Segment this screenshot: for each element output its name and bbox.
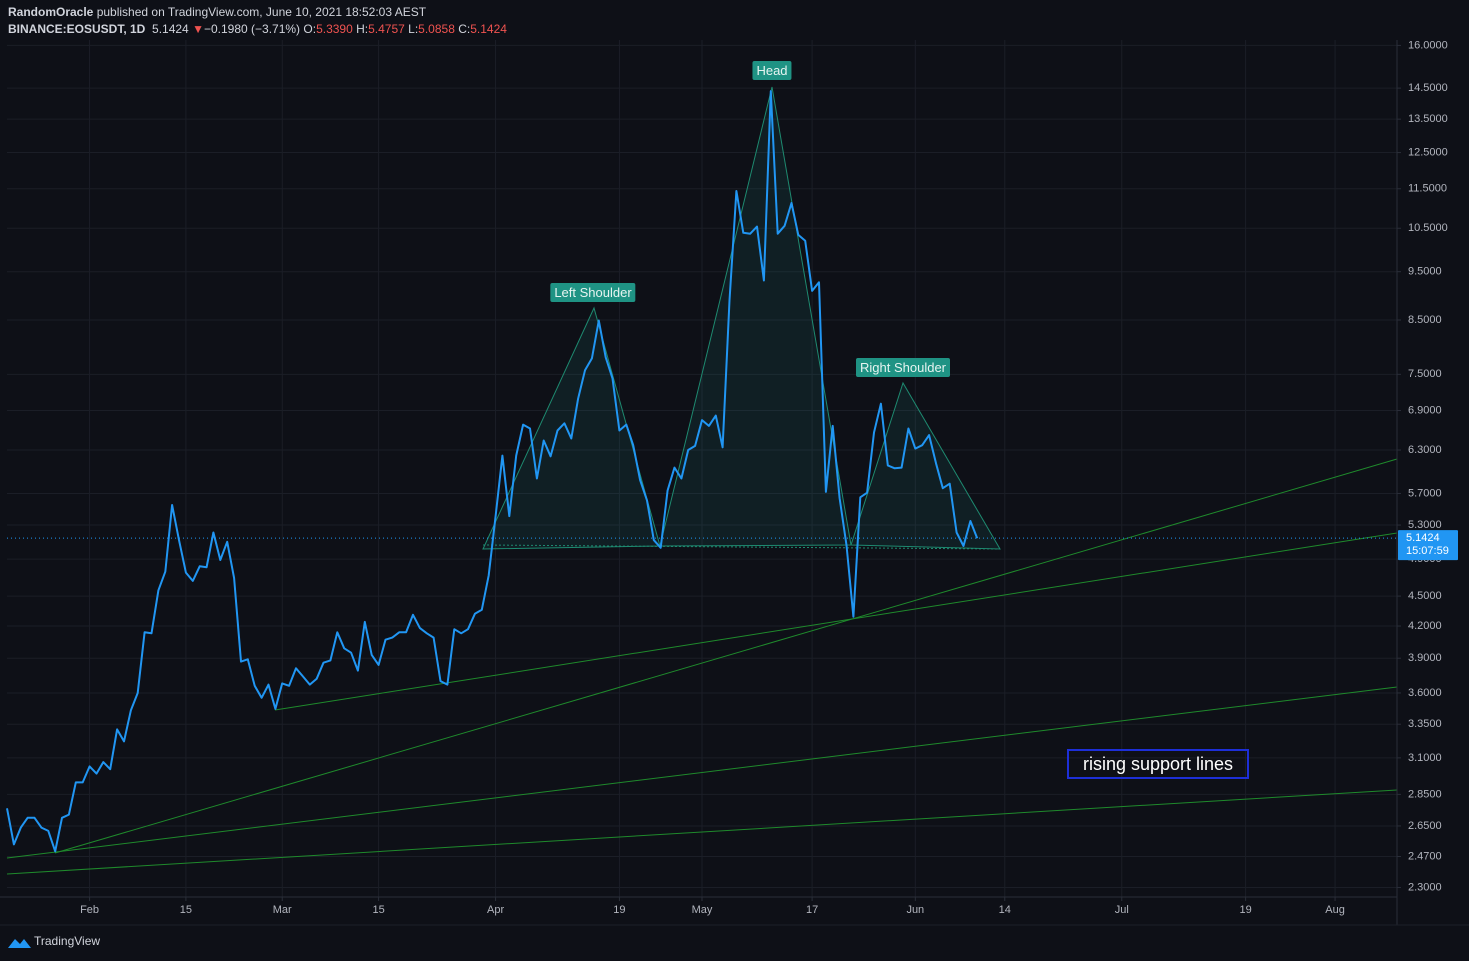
- x-tick-label: May: [692, 904, 713, 916]
- x-tick-label: Jun: [906, 904, 924, 916]
- logo: [8, 939, 31, 948]
- x-tick-label: Aug: [1325, 904, 1345, 916]
- head-shape: [659, 86, 852, 547]
- x-tick-label: 15: [180, 904, 192, 916]
- symbol: BINANCE:EOSUSDT, 1D: [8, 22, 146, 36]
- quote-line: BINANCE:EOSUSDT, 1D 5.1424 ▼−0.1980 (−3.…: [8, 22, 507, 36]
- y-tick-label: 5.3000: [1408, 519, 1442, 531]
- countdown: 15:07:59: [1406, 545, 1449, 557]
- x-tick-label: Jul: [1115, 904, 1129, 916]
- ohlc-value: 5.1424: [470, 22, 507, 36]
- y-tick-label: 6.9000: [1408, 404, 1442, 416]
- ohlc-key: O:: [303, 22, 317, 36]
- x-tick-label: 17: [806, 904, 818, 916]
- y-tick-label: 3.9000: [1408, 652, 1442, 664]
- y-tick-label: 3.1000: [1408, 752, 1442, 764]
- y-tick-label: 12.5000: [1408, 146, 1448, 158]
- last-price-box: [1398, 530, 1458, 561]
- last-price-label: 5.1424: [1406, 532, 1440, 544]
- y-tick-label: 9.5000: [1408, 266, 1442, 278]
- ohlc-key: C:: [458, 22, 471, 36]
- support-line: [274, 532, 1398, 711]
- y-tick-label: 11.5000: [1408, 183, 1447, 195]
- right-shoulder-label: Right Shoulder: [856, 358, 950, 377]
- y-tick-label: 14.5000: [1408, 82, 1448, 94]
- y-tick-label: 10.5000: [1408, 222, 1448, 234]
- support-line: [6, 686, 1398, 859]
- x-tick-label: 14: [999, 904, 1011, 916]
- y-tick-label: 2.4700: [1408, 850, 1442, 862]
- grid: [7, 40, 1397, 897]
- y-tick-label: 2.8500: [1408, 788, 1442, 800]
- x-tick-label: 19: [613, 904, 625, 916]
- brand: TradingView: [34, 934, 100, 948]
- last: 5.1424: [152, 22, 189, 36]
- change: −0.1980 (−3.71%): [203, 22, 301, 36]
- publish-line: RandomOracle published on TradingView.co…: [8, 5, 426, 19]
- ohlc-value: 5.0858: [418, 22, 455, 36]
- y-tick-label: 13.5000: [1408, 113, 1448, 125]
- y-tick-label: 3.3500: [1408, 718, 1442, 730]
- head-label: Head: [752, 61, 792, 80]
- y-tick-label: 6.3000: [1408, 444, 1442, 456]
- y-tick-label: 5.7000: [1408, 487, 1442, 499]
- y-tick-label: 4.2000: [1408, 620, 1442, 632]
- x-tick-label: 19: [1239, 904, 1251, 916]
- y-tick-label: 16.0000: [1408, 39, 1448, 51]
- y-tick-label: 3.6000: [1408, 687, 1442, 699]
- left-shoulder-label: Left Shoulder: [550, 283, 636, 302]
- ohlc-value: 5.3390: [316, 22, 353, 36]
- x-tick-label: Mar: [273, 904, 292, 916]
- price-line: [6, 90, 979, 853]
- ohlc-value: 5.4757: [368, 22, 405, 36]
- ohlc: O:5.3390 H:5.4757 L:5.0858 C:5.1424: [303, 22, 507, 36]
- x-tick-label: 15: [372, 904, 384, 916]
- note-box: [1067, 749, 1249, 779]
- support-line: [54, 458, 1398, 854]
- author: RandomOracle: [8, 5, 94, 19]
- arrow: ▼: [192, 22, 204, 36]
- y-tick-label: 2.3000: [1408, 881, 1442, 893]
- support-line: [6, 789, 1398, 875]
- axes: 16.0000 14.5000 13.5000 12.5000 11.5000 10.50…: [80, 39, 1458, 916]
- published: published on TradingView.com, June 10, 2…: [96, 5, 427, 19]
- plot: [6, 90, 1397, 853]
- y-tick-label: 4.5000: [1408, 590, 1442, 602]
- pattern: [482, 86, 1001, 550]
- support-lines: [6, 458, 1398, 875]
- y-tick-label: 2.6500: [1408, 820, 1442, 832]
- x-tick-label: Apr: [487, 904, 504, 916]
- x-tick-label: Feb: [80, 904, 99, 916]
- y-tick-label: 8.5000: [1408, 314, 1442, 326]
- y-tick-label: 7.5000: [1408, 368, 1442, 380]
- note: rising support lines: [1083, 754, 1233, 774]
- ohlc-key: L:: [408, 22, 419, 36]
- right-shoulder-shape: [850, 381, 1001, 550]
- ohlc-key: H:: [356, 22, 369, 36]
